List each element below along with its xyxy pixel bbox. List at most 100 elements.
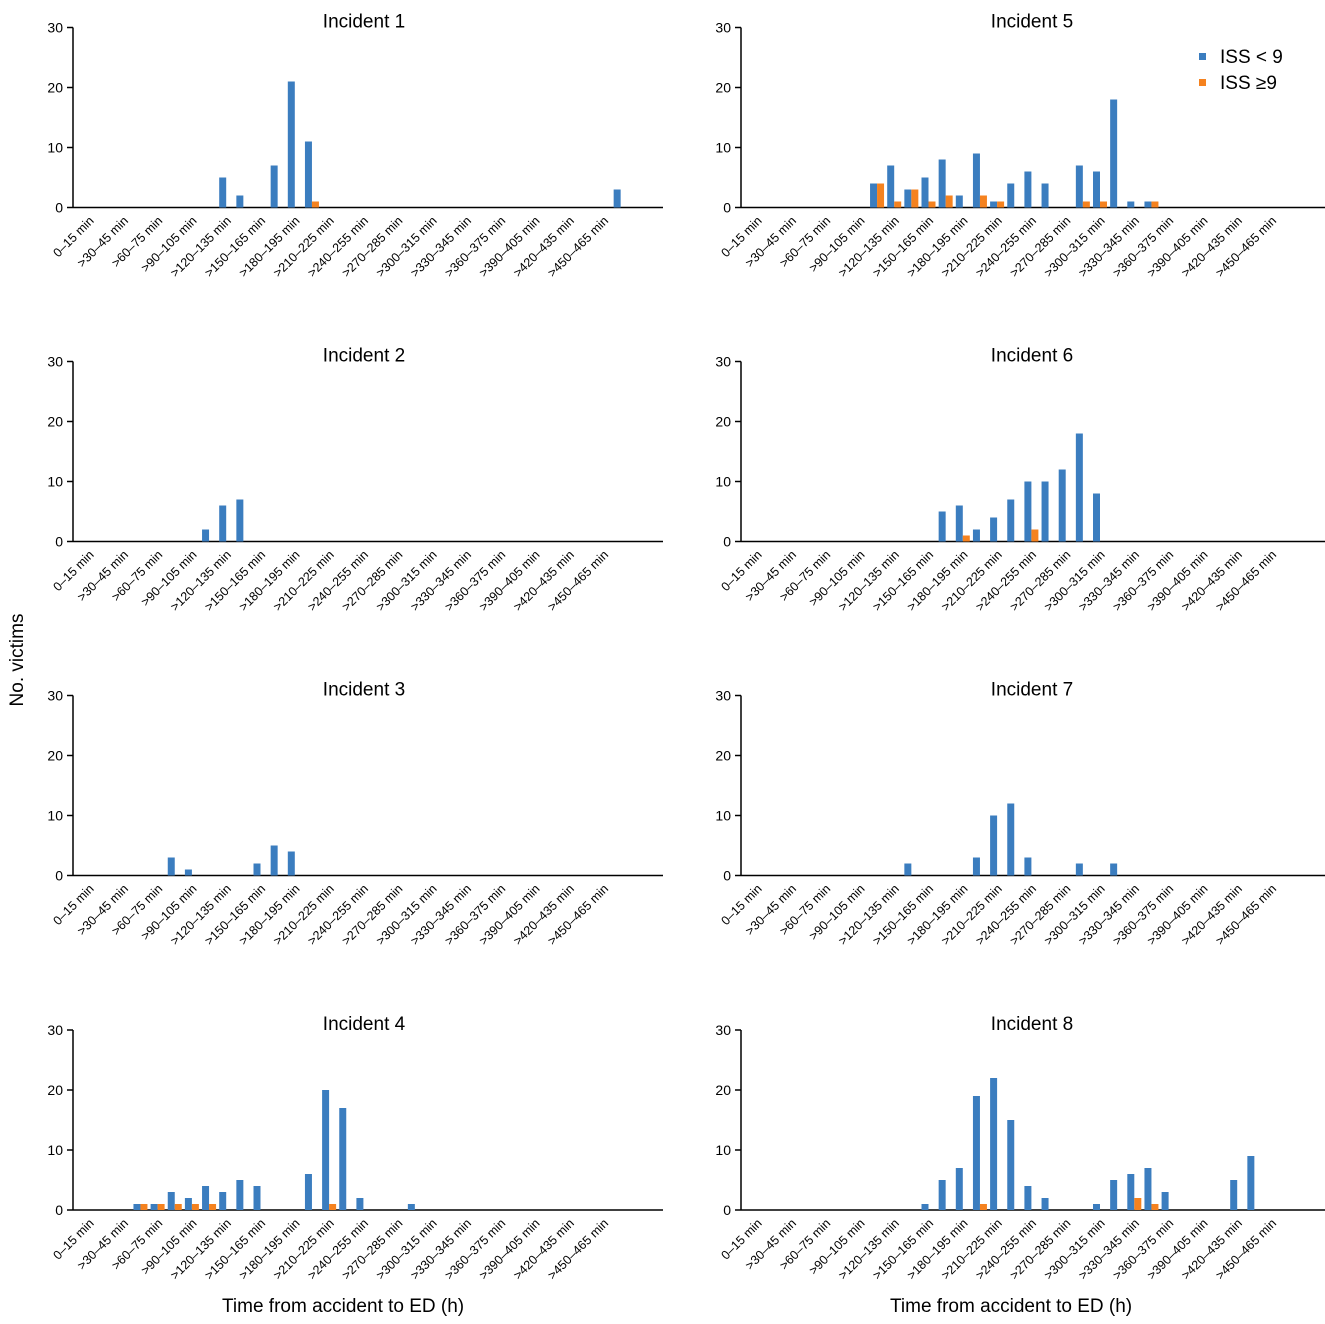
legend: ISS < 9 ISS ≥9 — [1199, 47, 1283, 94]
bar-iss-low — [870, 183, 878, 208]
bar-iss-high — [1031, 529, 1039, 542]
bar-iss-low — [356, 1198, 364, 1210]
bar-iss-low — [236, 195, 244, 208]
y-tick-label: 0 — [723, 200, 731, 216]
y-tick-label: 30 — [47, 688, 63, 704]
bar-iss-high — [311, 201, 319, 208]
x-tick-label: >450–465 min — [1213, 882, 1279, 948]
bar-iss-low — [407, 1204, 415, 1210]
x-tick-label: >450–465 min — [545, 882, 611, 948]
y-tick-label: 0 — [55, 1202, 63, 1218]
bar-iss-low — [1007, 499, 1015, 542]
panel-title: Incident 3 — [323, 680, 405, 701]
legend-swatch-iss-high — [1199, 79, 1206, 86]
y-tick-label: 0 — [723, 868, 731, 884]
y-axis-label: No. victims — [7, 613, 28, 707]
bar-iss-low — [1007, 183, 1015, 208]
bar-iss-low — [202, 529, 210, 542]
bar-iss-low — [1144, 201, 1152, 208]
bar-iss-low — [1024, 171, 1032, 208]
y-tick-label: 10 — [715, 1142, 731, 1158]
bar-iss-high — [962, 535, 970, 542]
legend-label: ISS ≥9 — [1220, 73, 1277, 94]
x-tick-label: >450–465 min — [1213, 1216, 1279, 1282]
bar-iss-low — [270, 165, 278, 208]
bar-iss-low — [304, 141, 312, 208]
bar-iss-high — [877, 183, 885, 208]
x-axis-label-right: Time from accident to ED (h) — [890, 1296, 1133, 1317]
bar-iss-low — [990, 1078, 998, 1210]
bar-iss-low — [972, 1096, 980, 1210]
bar-iss-low — [1024, 481, 1032, 542]
bar-iss-high — [911, 189, 919, 208]
bar-iss-high — [945, 195, 953, 208]
panel-title: Incident 4 — [323, 1014, 406, 1035]
bar-iss-low — [921, 177, 929, 208]
y-tick-label: 10 — [715, 808, 731, 824]
y-tick-label: 20 — [47, 414, 63, 430]
y-tick-label: 20 — [47, 1082, 63, 1098]
panel-title: Incident 1 — [323, 12, 405, 33]
bar-iss-high — [928, 201, 936, 208]
y-tick-label: 30 — [715, 20, 731, 36]
bar-iss-high — [1151, 201, 1159, 208]
bar-iss-high — [140, 1204, 148, 1210]
bar-iss-low — [167, 857, 175, 876]
x-tick-label: >450–465 min — [1213, 548, 1279, 614]
x-tick-label: >450–465 min — [545, 214, 611, 280]
bar-iss-low — [1093, 493, 1100, 542]
bar-iss-low — [1093, 171, 1100, 208]
bar-iss-low — [253, 863, 261, 876]
y-tick-label: 30 — [715, 1022, 731, 1038]
bar-iss-high — [329, 1204, 337, 1210]
bar-iss-low — [938, 511, 946, 542]
bar-iss-low — [339, 1108, 347, 1210]
y-tick-label: 20 — [47, 748, 63, 764]
bar-iss-low — [219, 505, 227, 542]
y-tick-label: 10 — [47, 1142, 63, 1158]
bar-iss-high — [157, 1204, 165, 1210]
bar-iss-low — [1110, 99, 1118, 208]
y-tick-label: 0 — [723, 534, 731, 550]
y-tick-label: 30 — [47, 20, 63, 36]
y-tick-label: 0 — [723, 1202, 731, 1218]
y-tick-label: 20 — [715, 80, 731, 96]
bar-iss-high — [894, 201, 902, 208]
y-tick-label: 0 — [55, 868, 63, 884]
bar-iss-low — [236, 499, 244, 542]
bar-iss-low — [1024, 1186, 1032, 1210]
bar-iss-high — [1100, 201, 1107, 208]
y-tick-label: 10 — [715, 140, 731, 156]
y-tick-label: 20 — [715, 748, 731, 764]
y-tick-label: 0 — [55, 534, 63, 550]
bar-iss-low — [167, 1192, 175, 1210]
y-tick-label: 0 — [55, 200, 63, 216]
bar-iss-high — [191, 1204, 199, 1210]
bar-iss-low — [236, 1180, 244, 1210]
x-tick-label: >450–465 min — [1213, 214, 1279, 280]
y-tick-label: 20 — [715, 1082, 731, 1098]
bar-iss-low — [219, 177, 227, 208]
bar-iss-low — [990, 517, 998, 542]
bar-iss-low — [270, 845, 278, 876]
x-tick-label: >450–465 min — [545, 1216, 611, 1282]
bar-iss-high — [997, 201, 1005, 208]
bar-iss-low — [184, 1198, 192, 1210]
bar-iss-low — [1041, 481, 1049, 542]
panel-title: Incident 8 — [991, 1014, 1073, 1035]
bar-iss-low — [938, 1180, 946, 1210]
bar-iss-low — [322, 1090, 330, 1210]
bar-iss-low — [1075, 165, 1083, 208]
panel-title: Incident 6 — [991, 346, 1073, 367]
bar-iss-low — [304, 1174, 312, 1210]
bar-iss-low — [990, 201, 998, 208]
bar-iss-low — [1075, 863, 1083, 876]
bar-iss-low — [887, 165, 895, 208]
bar-iss-low — [1127, 1174, 1135, 1210]
